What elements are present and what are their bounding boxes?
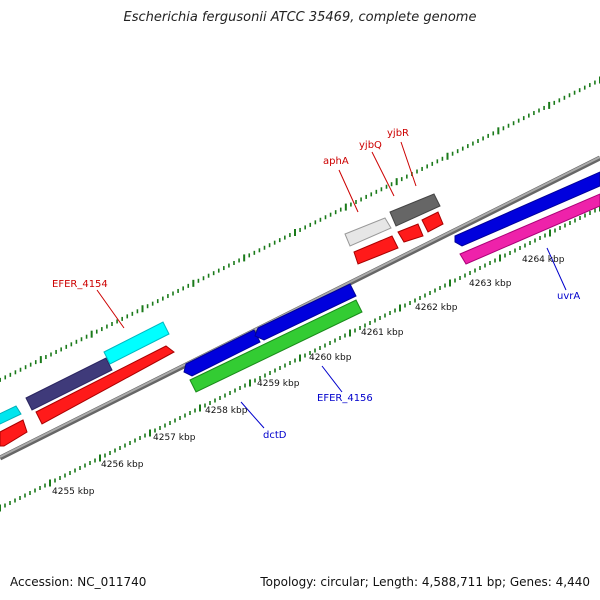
gene-labels: EFER_4154 aphA yjbQ yjbR dctD EFER_4156 … (52, 128, 580, 441)
gene-feature[interactable] (103, 321, 170, 365)
gene-feature[interactable] (189, 299, 363, 393)
kbp-label: 4258 kbp (205, 406, 248, 416)
accession-text: Accession: NC_011740 (10, 575, 147, 589)
gene-feature[interactable] (421, 211, 444, 233)
gene-feature[interactable] (183, 329, 261, 377)
gene-label-dctd[interactable]: dctD (263, 430, 287, 441)
gene-feature[interactable] (25, 357, 113, 411)
topology-text: Topology: circular; Length: 4,588,711 bp… (260, 575, 590, 589)
reverse-strand-genes (0, 193, 600, 447)
gene-label-efer-4156[interactable]: EFER_4156 (317, 393, 373, 404)
gene-feature[interactable] (353, 235, 399, 265)
gene-label-yjbq[interactable]: yjbQ (359, 140, 382, 151)
kbp-label: 4260 kbp (309, 353, 352, 363)
gene-feature[interactable] (389, 193, 441, 227)
kbp-label: 4257 kbp (153, 433, 196, 443)
kbp-labels: 4255 kbp 4256 kbp 4257 kbp 4258 kbp 4259… (52, 255, 565, 497)
forward-strand-genes (0, 171, 600, 425)
gene-feature[interactable] (0, 419, 28, 447)
kbp-label: 4259 kbp (257, 379, 300, 389)
gene-feature[interactable] (454, 171, 600, 247)
kbp-label: 4256 kbp (101, 460, 144, 470)
kbp-label: 4255 kbp (52, 487, 95, 497)
kbp-label: 4262 kbp (415, 303, 458, 313)
gene-feature[interactable] (35, 345, 175, 425)
tick-tracks (0, 76, 600, 512)
genome-title: Escherichia fergusonii ATCC 35469, compl… (123, 10, 477, 25)
gene-feature[interactable] (254, 283, 357, 341)
kbp-label: 4261 kbp (361, 328, 404, 338)
kbp-label: 4264 kbp (522, 255, 565, 265)
kbp-label: 4263 kbp (469, 279, 512, 289)
gene-feature[interactable] (0, 405, 22, 425)
gene-label-uvra[interactable]: uvrA (557, 291, 580, 302)
gene-label-yjbr[interactable]: yjbR (387, 128, 409, 139)
gene-feature[interactable] (397, 223, 424, 243)
gene-feature[interactable] (459, 193, 600, 265)
label-leaders (96, 141, 567, 429)
gene-label-efer-4154[interactable]: EFER_4154 (52, 279, 108, 290)
gene-label-apha[interactable]: aphA (323, 156, 349, 167)
gene-feature[interactable] (344, 217, 392, 247)
